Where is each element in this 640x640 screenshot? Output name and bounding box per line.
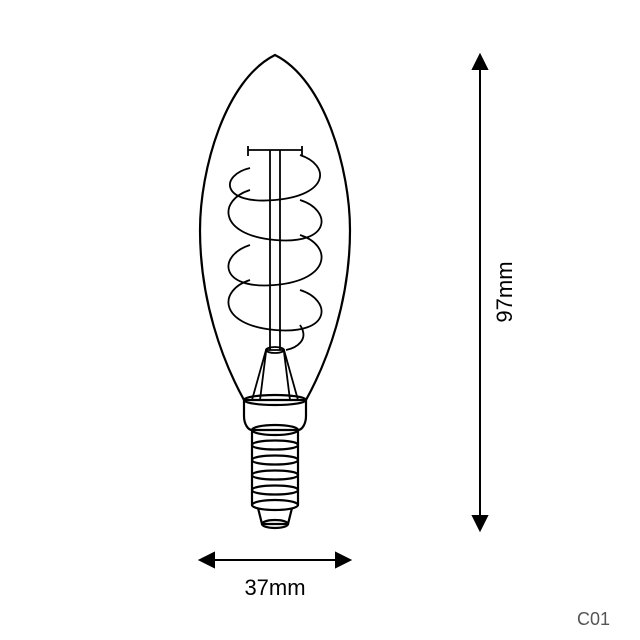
product-code: C01: [577, 609, 610, 629]
bulb-stem: [248, 146, 302, 400]
bulb-outline: [200, 55, 350, 400]
height-label: 97mm: [492, 261, 517, 322]
lamp-base: [244, 395, 306, 528]
bulb-diagram: 37mm 97mm C01: [0, 0, 640, 640]
height-dimension: [473, 55, 487, 530]
spiral-filament: [228, 155, 321, 350]
width-label: 37mm: [244, 575, 305, 600]
width-dimension: [200, 553, 350, 567]
